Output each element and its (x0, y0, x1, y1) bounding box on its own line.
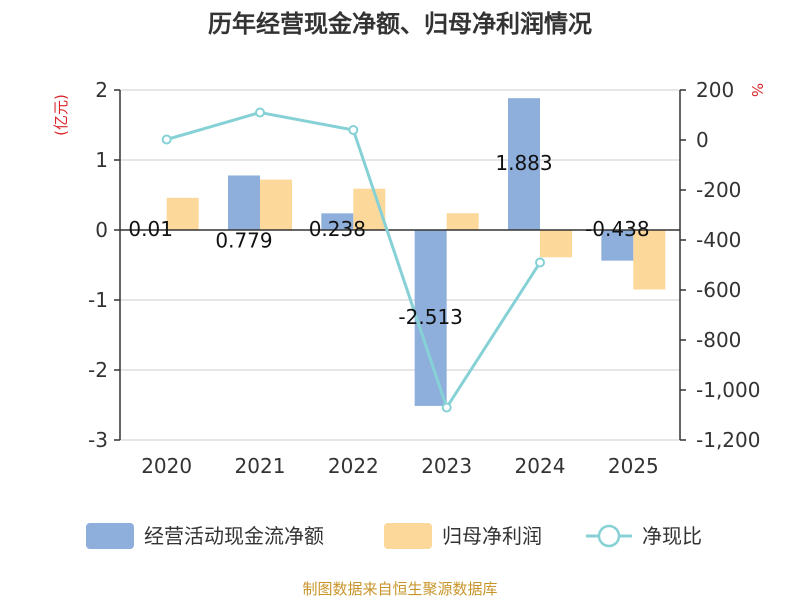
cashflow-data-label: 0.238 (309, 217, 366, 241)
cashflow-bar (228, 175, 260, 230)
netprofit-bar (540, 230, 572, 258)
chart-title: 历年经营现金净额、归母净利润情况 (208, 10, 592, 38)
cashflow-bar (508, 98, 540, 230)
legend-netprofit-swatch (384, 523, 432, 549)
cashflow-data-label: 0.01 (128, 217, 173, 241)
cashflow-bar (321, 213, 354, 230)
ratio-point (535, 257, 545, 268)
right-tick-label: -1,200 (696, 428, 760, 452)
right-tick-label: 0 (696, 128, 709, 152)
x-tick-label: 2024 (515, 454, 566, 478)
axes: 2 1 0 -1 -2 -3 200 0 -200 -400 -600 -800 -1,000 -1,20… (88, 78, 760, 478)
cashflow-data-label: -2.513 (398, 305, 462, 329)
ratio-point (441, 402, 452, 413)
ratio-point (348, 125, 359, 135)
left-tick-label: 2 (95, 78, 108, 102)
legend-cashflow-swatch (86, 523, 134, 549)
right-tick-label: 200 (696, 78, 734, 102)
legend-netprofit-label: 归母净利润 (442, 524, 542, 548)
netprofit-bar (446, 213, 479, 230)
legend-cashflow-label: 经营活动现金流净额 (144, 524, 324, 548)
netprofit-bar (166, 197, 199, 230)
x-tick-label: 2022 (328, 454, 379, 478)
left-tick-label: 1 (95, 148, 108, 172)
ratio-point (255, 107, 265, 118)
left-tick-label: -1 (88, 288, 108, 312)
left-axis-unit: (亿元) (52, 94, 70, 136)
x-tick-label: 2021 (235, 454, 286, 478)
cashflow-data-label: -0.438 (585, 217, 649, 241)
cashflow-data-label: 0.779 (215, 228, 272, 252)
x-tick-label: 2020 (141, 454, 192, 478)
right-tick-label: -600 (696, 278, 741, 302)
right-axis-unit: % (748, 83, 766, 97)
right-tick-label: -800 (696, 328, 741, 352)
ratio-line (161, 107, 545, 413)
bars (134, 98, 666, 406)
right-tick-label: -400 (696, 228, 741, 252)
x-tick-label: 2025 (608, 454, 659, 478)
right-tick-label: -200 (696, 178, 741, 202)
source-note: 制图数据来自恒生聚源数据库 (302, 580, 497, 598)
left-tick-label: -2 (88, 358, 108, 382)
legend-ratio-label: 净现比 (642, 524, 702, 548)
cashflow-data-label: 1.883 (495, 151, 552, 175)
ratio-line-path (166, 110, 542, 411)
data-labels: 0.01 0.779 0.238 -2.513 1.883 -0.438 (128, 151, 649, 329)
netprofit-bar (260, 179, 292, 230)
grid (120, 89, 680, 441)
legend-ratio-swatch-marker (597, 524, 621, 548)
left-tick-label: 0 (95, 218, 108, 242)
cashflow-bar (414, 230, 447, 406)
ratio-point (161, 134, 172, 145)
legend: 经营活动现金流净额 归母净利润 净现比 (86, 523, 702, 549)
x-tick-label: 2023 (421, 454, 472, 478)
left-tick-label: -3 (88, 428, 108, 452)
netprofit-bar (633, 230, 666, 290)
right-tick-label: -1,000 (696, 378, 760, 402)
cashflow-bar (601, 230, 634, 261)
